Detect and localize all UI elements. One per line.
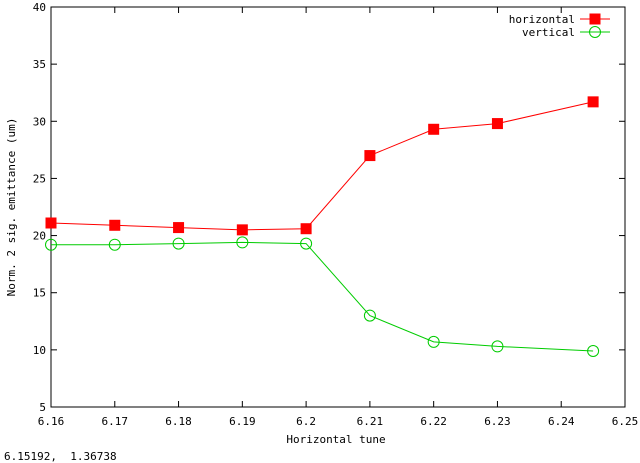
y-tick-labels: 5 10 15 20 25 30 35 40 xyxy=(33,1,46,414)
data-point xyxy=(45,217,57,229)
data-point xyxy=(173,222,185,234)
data-point xyxy=(236,224,248,236)
x-tick-label: 6.24 xyxy=(548,415,575,428)
data-point xyxy=(587,96,599,108)
x-axis-label: Horizontal tune xyxy=(286,433,385,446)
data-point xyxy=(236,236,249,249)
y-tick-label: 35 xyxy=(33,58,46,71)
y-axis-label: Norm. 2 sig. emittance (um) xyxy=(5,118,18,297)
data-point xyxy=(363,309,376,322)
series-line xyxy=(51,241,594,352)
legend-entry: horizontal xyxy=(509,13,610,26)
y-tick-label: 10 xyxy=(33,344,46,357)
x-tick-label: 6.22 xyxy=(420,415,447,428)
x-tick-label: 6.21 xyxy=(357,415,384,428)
x-tick-label: 6.25 xyxy=(612,415,639,428)
series-vertical xyxy=(45,236,600,357)
y-tick-label: 40 xyxy=(33,1,46,14)
x-tick-label: 6.18 xyxy=(165,415,192,428)
x-tick-label: 6.17 xyxy=(102,415,129,428)
legend-marker xyxy=(589,26,601,38)
legend-entry: vertical xyxy=(522,26,610,39)
x-tick-label: 6.16 xyxy=(38,415,65,428)
y-tick-label: 15 xyxy=(33,287,46,300)
y-tick-label: 20 xyxy=(33,230,46,243)
x-tick-label: 6.19 xyxy=(229,415,256,428)
data-point xyxy=(491,118,503,130)
legend-label: vertical xyxy=(522,26,575,39)
y-tick-label: 5 xyxy=(39,401,46,414)
series-horizontal xyxy=(45,96,599,236)
data-point xyxy=(427,335,440,348)
data-point xyxy=(300,237,313,250)
data-point xyxy=(587,345,600,357)
data-point xyxy=(491,340,504,353)
data-point xyxy=(45,238,57,251)
series-layer xyxy=(45,96,600,357)
series-line xyxy=(50,101,594,231)
legend-marker xyxy=(589,13,601,25)
axis-ticks xyxy=(50,6,626,408)
cursor-coordinates: 6.15192, 1.36738 xyxy=(4,450,117,463)
x-tick-label: 6.2 xyxy=(296,415,316,428)
y-tick-label: 25 xyxy=(33,172,46,185)
data-point xyxy=(109,219,121,231)
x-tick-labels: 6.16 6.17 6.18 6.19 6.2 6.21 6.22 6.23 6.24 6.25 xyxy=(38,415,639,428)
data-point xyxy=(364,150,376,162)
data-point xyxy=(108,238,121,251)
plot-frame xyxy=(50,6,626,408)
data-point xyxy=(428,123,440,135)
data-point xyxy=(300,223,312,235)
data-point xyxy=(172,237,185,250)
y-tick-label: 30 xyxy=(33,115,46,128)
legend-label: horizontal xyxy=(509,13,575,26)
x-tick-label: 6.23 xyxy=(484,415,511,428)
